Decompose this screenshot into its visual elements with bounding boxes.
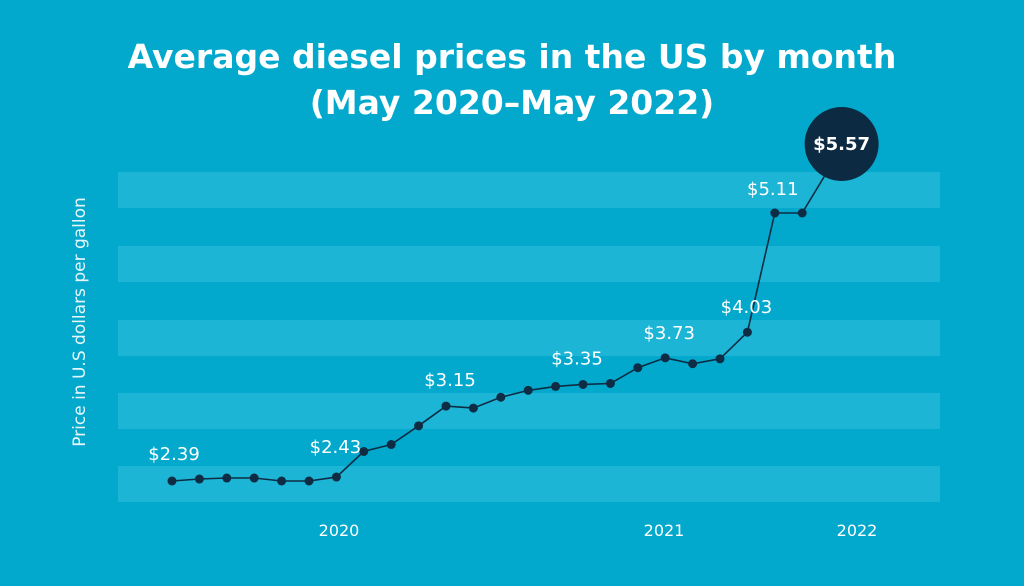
data-point-6 — [304, 476, 314, 486]
data-label-1: $2.39 — [148, 444, 200, 465]
grid-band-5 — [118, 466, 940, 502]
data-point-23 — [770, 208, 780, 218]
data-label-23: $5.11 — [747, 179, 799, 200]
data-point-22 — [742, 327, 752, 337]
data-point-7 — [331, 472, 341, 482]
data-point-17 — [605, 378, 615, 388]
data-point-4 — [249, 473, 259, 483]
chart-title: Average diesel prices in the US by month… — [0, 34, 1024, 126]
grid-band-1 — [118, 172, 940, 208]
peak-bubble — [804, 107, 879, 181]
x-tick-2022: 2022 — [837, 521, 878, 540]
data-point-2 — [194, 474, 204, 484]
peak-label: $5.57 — [813, 134, 870, 155]
data-label-19: $3.73 — [643, 323, 695, 344]
data-label-7: $2.43 — [310, 437, 362, 458]
grid-band-2 — [118, 246, 940, 282]
data-label-22: $4.03 — [721, 297, 773, 318]
data-point-9 — [386, 440, 396, 450]
data-point-21 — [715, 354, 725, 364]
data-point-11 — [441, 401, 451, 411]
data-point-13 — [496, 392, 506, 402]
data-point-12 — [468, 403, 478, 413]
data-point-8 — [359, 446, 369, 456]
data-point-5 — [277, 476, 287, 486]
data-label-11: $3.15 — [424, 370, 476, 391]
data-point-24 — [797, 208, 807, 218]
grid-band-4 — [118, 393, 940, 429]
data-point-18 — [633, 363, 643, 373]
data-point-16 — [578, 379, 588, 389]
x-tick-2021: 2021 — [644, 521, 685, 540]
data-label-16: $3.35 — [551, 348, 603, 369]
data-point-19 — [660, 353, 670, 363]
data-point-10 — [414, 421, 424, 431]
data-point-1 — [167, 476, 177, 486]
data-point-15 — [551, 381, 561, 391]
data-point-20 — [688, 359, 698, 369]
chart-title-line-1: Average diesel prices in the US by month — [127, 37, 897, 76]
data-point-14 — [523, 385, 533, 395]
data-point-3 — [222, 473, 232, 483]
x-tick-2020: 2020 — [319, 521, 360, 540]
grid-band-3 — [118, 320, 940, 356]
chart-title-line-2: (May 2020–May 2022) — [309, 83, 715, 122]
